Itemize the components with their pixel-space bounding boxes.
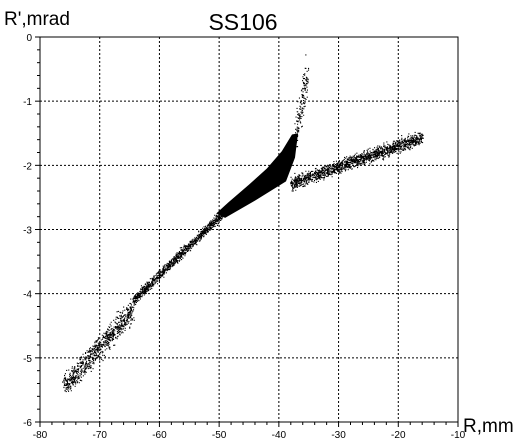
y-tick-label: -1	[23, 97, 32, 108]
dense-point-cluster	[216, 133, 298, 218]
x-axis-label: R,mm	[463, 416, 514, 437]
x-tick-label: -60	[152, 430, 167, 441]
x-tick-label: -20	[391, 430, 406, 441]
y-tick-label: -3	[23, 226, 32, 237]
plot-frame	[39, 36, 459, 423]
grid-lines	[40, 37, 458, 422]
x-tick-label: -70	[92, 430, 107, 441]
scatter-points	[62, 54, 424, 393]
data-points	[62, 54, 424, 393]
x-tick-label: -10	[451, 430, 466, 441]
y-tick-label: -6	[23, 418, 32, 429]
x-tick-label: -50	[212, 430, 227, 441]
y-tick-label: -4	[23, 290, 32, 301]
y-axis-label: R',mrad	[4, 9, 70, 30]
y-tick-label: -5	[23, 354, 32, 365]
x-tick-label: -30	[331, 430, 346, 441]
y-tick-label: -2	[23, 161, 32, 172]
x-tick-label: -80	[33, 430, 48, 441]
axis-ticks: -80 -70 -60 -50 -40 -30 -20 -10 0 -1 -2 -3 -4 -5 -6	[23, 33, 466, 441]
x-tick-label: -40	[272, 430, 287, 441]
y-tick-label: 0	[26, 33, 32, 44]
chart-title: SS106	[208, 9, 277, 35]
